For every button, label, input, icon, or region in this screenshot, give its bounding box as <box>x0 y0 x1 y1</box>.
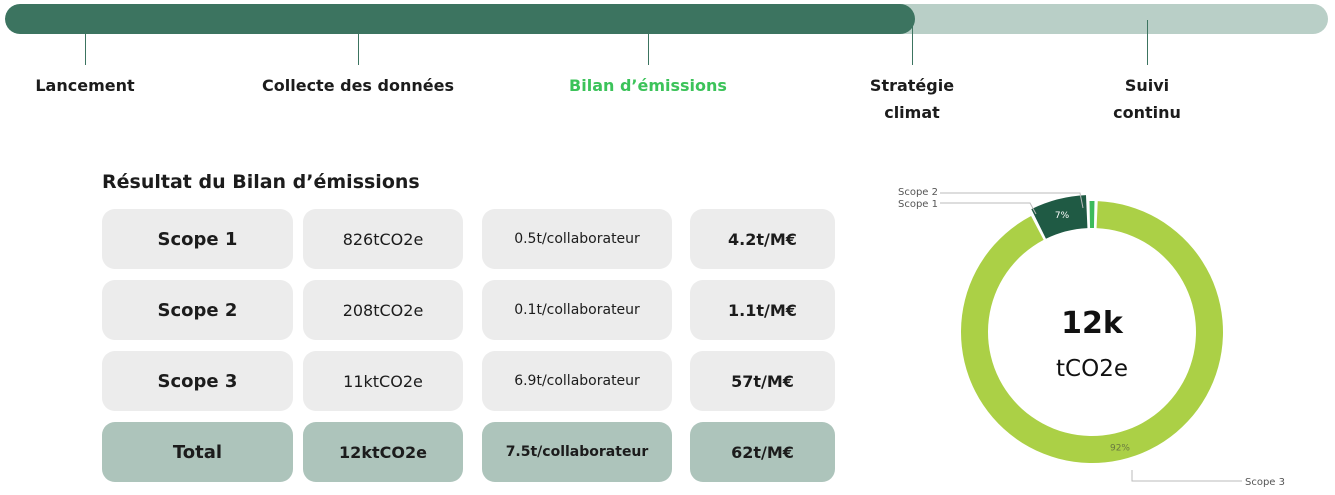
step-tick <box>85 20 86 65</box>
step-label: Lancement <box>35 72 134 99</box>
table-cell: 208tCO2e <box>303 280 463 340</box>
step-line: continu <box>1113 103 1181 122</box>
segment-label: 7% <box>1055 211 1070 221</box>
table-cell: 7.5t/collaborateur <box>482 422 672 482</box>
step-tick <box>648 20 649 65</box>
table-cell: 1.1t/M€ <box>690 280 835 340</box>
step-tick <box>358 20 359 65</box>
table-cell: 11ktCO2e <box>303 351 463 411</box>
table-title: Résultat du Bilan d’émissions <box>102 171 420 193</box>
table-cell: 12ktCO2e <box>303 422 463 482</box>
table-cell: 62t/M€ <box>690 422 835 482</box>
step-label: Bilan d’émissions <box>569 72 727 99</box>
donut-segment <box>1031 195 1088 239</box>
step-tick <box>912 20 913 65</box>
legend-label: Scope 2 <box>898 187 938 198</box>
leader-line <box>940 192 1084 209</box>
table-cell: Scope 1 <box>102 209 293 269</box>
step-line: Stratégie <box>869 76 955 95</box>
legend-label: Scope 3 <box>1245 477 1285 488</box>
progress-fill <box>5 4 915 34</box>
step-line: Suivi <box>1124 76 1170 95</box>
segment-label: 92% <box>1110 444 1130 454</box>
legend-label: Scope 1 <box>898 199 938 210</box>
step-line: climat <box>884 103 940 122</box>
step-line: Lancement <box>35 76 135 95</box>
step-label: Collecte des données <box>262 72 454 99</box>
table-cell: 57t/M€ <box>690 351 835 411</box>
leader-line <box>940 202 1037 215</box>
step-label: Suivi continu <box>1113 72 1181 126</box>
step-tick <box>1147 20 1148 65</box>
table-cell: Scope 3 <box>102 351 293 411</box>
table-cell: 826tCO2e <box>303 209 463 269</box>
table-cell: 0.5t/collaborateur <box>482 209 672 269</box>
center-value: 12k <box>1061 306 1124 341</box>
table-cell: 6.9t/collaborateur <box>482 351 672 411</box>
table-cell: 0.1t/collaborateur <box>482 280 672 340</box>
donut-segment <box>1089 200 1095 229</box>
leader-line <box>1131 470 1242 482</box>
step-line: Collecte des données <box>262 76 454 95</box>
table-cell: Total <box>102 422 293 482</box>
progress-bar <box>5 4 1328 34</box>
step-line: Bilan d’émissions <box>569 76 727 95</box>
table-cell: 4.2t/M€ <box>690 209 835 269</box>
step-label: Stratégie climat <box>870 72 954 126</box>
center-unit: tCO2e <box>1056 356 1128 382</box>
table-cell: Scope 2 <box>102 280 293 340</box>
